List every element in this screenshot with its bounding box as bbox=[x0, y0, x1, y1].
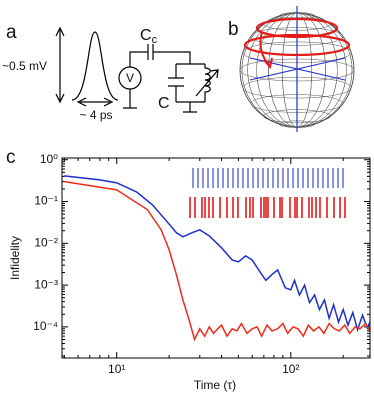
trajectory bbox=[255, 17, 339, 39]
circuit bbox=[118, 44, 219, 113]
ground bbox=[176, 101, 205, 113]
x-tick-label: 10² bbox=[282, 362, 299, 376]
series-line bbox=[64, 175, 370, 333]
capacitor-label: C bbox=[158, 95, 170, 112]
arrow-head bbox=[263, 57, 273, 70]
ground bbox=[123, 89, 137, 109]
coupling-capacitor bbox=[147, 44, 154, 60]
coupling-sub: c bbox=[152, 34, 158, 46]
plot-frame bbox=[61, 157, 371, 359]
arrow-heads bbox=[55, 26, 65, 104]
coupling-main: C bbox=[140, 27, 152, 44]
y-axis-label: Infidelity bbox=[8, 236, 22, 280]
series-line bbox=[64, 180, 370, 342]
y-tick-label: 10⁻³ bbox=[34, 277, 58, 291]
bloch-sphere bbox=[239, 6, 355, 132]
coupling-label: Cc bbox=[140, 27, 158, 46]
pulse bbox=[71, 31, 119, 101]
chart: c Time (τ) Infidelity 10¹ 10² 10⁰ 10⁻¹ 10⁻² 1… bbox=[6, 147, 371, 392]
pulse-diagram bbox=[55, 26, 119, 107]
axis bbox=[249, 57, 346, 81]
amplitude-label: ~0.5 mV bbox=[2, 59, 47, 73]
width-label: ~ 4 ps bbox=[79, 108, 112, 122]
y-tick-label: 10⁻² bbox=[34, 235, 58, 249]
y-tick-label: 10⁰ bbox=[40, 152, 58, 166]
arrow-heads bbox=[76, 97, 114, 107]
tuning-arrow bbox=[195, 69, 219, 97]
capacitor bbox=[168, 63, 205, 102]
x-axis-label: Time (τ) bbox=[194, 378, 236, 392]
panel-label: b bbox=[228, 19, 239, 40]
inductor bbox=[204, 64, 211, 102]
y-tick-label: 10⁻¹ bbox=[34, 194, 58, 208]
panel-label: a bbox=[6, 22, 17, 43]
trajectory bbox=[243, 33, 351, 57]
source-label: V bbox=[126, 71, 134, 85]
y-tick-label: 10⁻⁴ bbox=[33, 319, 58, 333]
wire bbox=[129, 51, 191, 67]
x-tick-label: 10¹ bbox=[108, 362, 125, 376]
panel-label: c bbox=[6, 147, 16, 168]
